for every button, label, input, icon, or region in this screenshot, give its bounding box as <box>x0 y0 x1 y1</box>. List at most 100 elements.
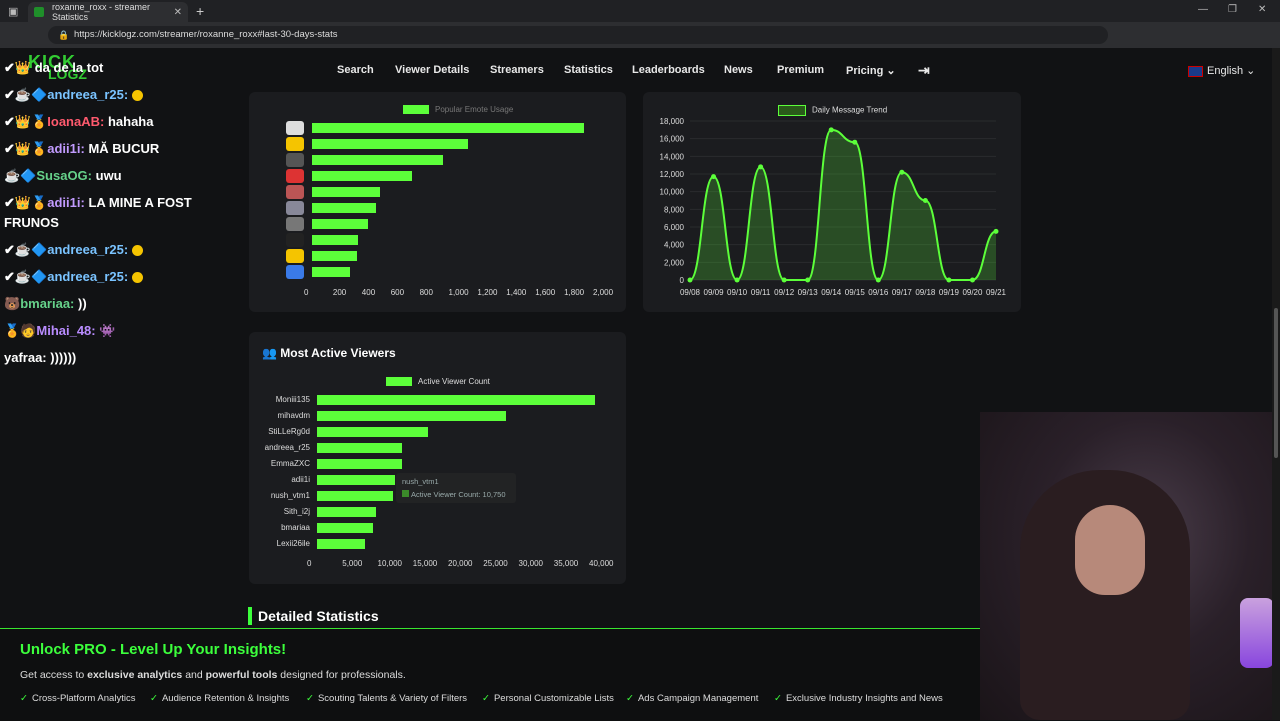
chevron-down-icon: ⌄ <box>1246 65 1256 77</box>
emote-bar[interactable] <box>312 139 469 149</box>
chat-user: andreea_r25: <box>47 269 129 284</box>
language-label: English <box>1207 65 1244 77</box>
emote-legend-label: Popular Emote Usage <box>435 105 514 114</box>
nav-premium[interactable]: Premium <box>777 64 825 76</box>
sidebar-toggle-icon[interactable]: ▣ <box>8 6 19 18</box>
trend-point[interactable] <box>828 127 834 133</box>
trend-legend-label: Daily Message Trend <box>812 105 888 115</box>
chat-line: ✔👑🏅IoanaAB: hahaha <box>4 114 153 130</box>
badge-icon: 🐻 <box>4 296 21 311</box>
badge-icon: ✔☕🔷 <box>4 242 48 257</box>
viewer-name-label: andreea_r25 <box>264 443 310 452</box>
streamer-face <box>1075 505 1145 595</box>
nav-search[interactable]: Search <box>337 64 374 76</box>
viewer-bar[interactable] <box>317 443 403 453</box>
browser-tab[interactable]: roxanne_roxx - streamer Statistics ✕ <box>28 2 188 22</box>
emote-bar[interactable] <box>312 123 584 133</box>
x-tick-label: 35,000 <box>553 559 579 568</box>
viewer-bar[interactable] <box>317 395 596 405</box>
chat-user: adii1i: <box>47 195 85 210</box>
emote-bar[interactable] <box>312 235 359 245</box>
x-tick-label: 09/10 <box>727 288 748 297</box>
chat-line: ✔👑🏅adii1i: MĂ BUCUR <box>4 141 159 157</box>
feature-item: ✓ Exclusive Industry Insights and News <box>774 693 943 704</box>
url-input[interactable]: 🔒 https://kicklogz.com/streamer/roxanne_… <box>48 26 1108 44</box>
emote-bar[interactable] <box>312 187 380 197</box>
trend-point[interactable] <box>758 164 764 170</box>
minimize-icon[interactable]: — <box>1198 4 1208 15</box>
x-tick-label: 200 <box>332 288 347 297</box>
tooltip-swatch <box>402 490 409 497</box>
tooltip-value-text: Active Viewer Count: 10,750 <box>411 490 506 499</box>
x-tick-label: 800 <box>419 288 433 297</box>
badge-icon: ✔👑🏅 <box>4 195 48 210</box>
nav-news[interactable]: News <box>724 64 753 76</box>
viewer-bar[interactable] <box>317 427 428 437</box>
address-bar-row: ← ↻ 🔒 https://kicklogz.com/streamer/roxa… <box>0 22 1280 63</box>
nav-leaderboards[interactable]: Leaderboards <box>632 64 705 76</box>
page-scrollbar[interactable] <box>1272 48 1280 720</box>
nav-streamers[interactable]: Streamers <box>490 64 544 76</box>
x-tick-label: 09/16 <box>868 288 889 297</box>
trend-point[interactable] <box>734 277 740 283</box>
feature-item: ✓ Audience Retention & Insights <box>150 693 289 704</box>
emote-bar[interactable] <box>312 203 376 213</box>
trend-point[interactable] <box>993 228 999 234</box>
viewer-bar[interactable] <box>317 411 506 421</box>
badge-icon: ✔👑🏅 <box>4 114 48 129</box>
chat-message: )))))) <box>50 350 77 365</box>
viewer-bar[interactable] <box>317 523 373 533</box>
viewer-bar[interactable] <box>317 539 365 549</box>
emote-legend[interactable]: Popular Emote Usage <box>403 105 514 115</box>
x-tick-label: 09/20 <box>962 288 983 297</box>
badge-icon: ✔☕🔷 <box>4 269 48 284</box>
new-tab-icon[interactable]: + <box>196 3 205 19</box>
login-icon[interactable]: ⇥ <box>918 62 930 78</box>
browser-tab-bar: ▣ roxanne_roxx - streamer Statistics ✕ +… <box>0 0 1280 22</box>
emote-bar[interactable] <box>312 171 412 181</box>
trend-point[interactable] <box>875 277 881 283</box>
chat-line: ✔☕🔷andreea_r25: <box>4 242 143 258</box>
trend-point[interactable] <box>687 277 693 283</box>
emote-bar[interactable] <box>312 155 444 165</box>
y-tick-label: 8,000 <box>664 205 685 214</box>
restore-icon[interactable]: ❐ <box>1228 4 1237 15</box>
x-tick-label: 40,000 <box>589 559 614 568</box>
trend-point[interactable] <box>946 277 952 283</box>
viewer-bar[interactable] <box>317 475 395 485</box>
nav-viewer-details[interactable]: Viewer Details <box>395 64 470 76</box>
trend-point[interactable] <box>922 198 928 203</box>
x-tick-label: 09/09 <box>704 288 725 297</box>
site-logo[interactable]: KICK <box>28 52 76 72</box>
tab-title: roxanne_roxx - streamer Statistics <box>51 2 151 22</box>
trend-legend[interactable]: Daily Message Trend <box>778 105 887 116</box>
trend-point[interactable] <box>969 277 975 283</box>
nav-pricing[interactable]: Pricing ⌄ <box>846 64 896 77</box>
y-tick-label: 6,000 <box>664 223 685 232</box>
nav-statistics[interactable]: Statistics <box>564 64 613 76</box>
language-selector[interactable]: English ⌄ <box>1188 64 1255 77</box>
trend-point[interactable] <box>899 169 905 175</box>
trend-point[interactable] <box>805 277 811 283</box>
section-title: Detailed Statistics <box>248 607 379 625</box>
close-tab-icon[interactable]: ✕ <box>173 6 182 18</box>
emote-icon <box>286 217 304 231</box>
emote-bar[interactable] <box>312 267 350 277</box>
viewer-bar[interactable] <box>317 507 377 517</box>
trend-point[interactable] <box>711 174 717 180</box>
viewer-bar[interactable] <box>317 491 393 501</box>
url-text: https://kicklogz.com/streamer/roxanne_ro… <box>74 29 338 40</box>
viewer-bar[interactable] <box>317 459 403 469</box>
viewers-legend[interactable]: Active Viewer Count <box>386 377 490 387</box>
trend-point[interactable] <box>781 277 787 283</box>
emote-bar[interactable] <box>312 251 357 261</box>
x-tick-label: 1,400 <box>506 288 527 297</box>
close-window-icon[interactable]: ✕ <box>1258 4 1267 15</box>
scrollbar-thumb[interactable] <box>1274 308 1278 458</box>
trend-area <box>690 129 996 280</box>
check-icon: ✓ <box>774 693 782 704</box>
site-logo-sub[interactable]: LOGZ <box>48 66 87 82</box>
trend-point[interactable] <box>852 139 858 145</box>
emote-bar[interactable] <box>312 219 369 229</box>
emote-icon <box>286 153 304 167</box>
